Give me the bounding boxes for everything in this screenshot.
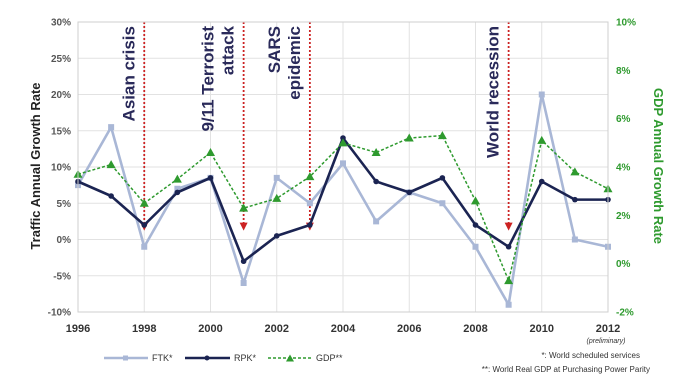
y-tick-label: 5% <box>57 199 72 210</box>
gdp-point <box>537 135 547 144</box>
legend-gdp-label: GDP** <box>316 353 343 363</box>
x-tick-label: 2004 <box>331 323 356 335</box>
ftk-point <box>472 243 479 250</box>
gdp-point <box>570 167 580 176</box>
x-tick-label: 2000 <box>198 323 222 335</box>
gdp-point <box>338 138 348 147</box>
annotation-label: epidemic <box>285 26 304 100</box>
y2-tick-label: 6% <box>616 114 631 125</box>
y-axis-title: Traffic Annual Growth Rate <box>28 82 43 249</box>
axes: -10% -5% 0% 5% 10% 15% 20% 25% 30% -2% 0% 2% 4% 6% 8% 1… <box>48 18 636 336</box>
y-tick-label: 0% <box>57 235 72 246</box>
annotation-arrow-head <box>504 222 513 231</box>
y-tick-label: 30% <box>51 18 71 29</box>
legend-rpk-marker <box>204 355 210 361</box>
annotation-3: World recession <box>484 22 513 231</box>
gdp-point <box>404 133 414 142</box>
series-gdp <box>73 131 613 285</box>
preliminary-note: (preliminary) <box>587 338 626 345</box>
y-tick-label: 10% <box>51 163 71 174</box>
ftk-point <box>373 218 380 225</box>
plot-frame <box>77 21 609 313</box>
ftk-point <box>571 236 578 243</box>
ftk-point <box>240 280 247 286</box>
y2-tick-label: -2% <box>616 308 634 319</box>
gdp-point <box>206 148 215 156</box>
annotation-arrow-head <box>239 222 248 231</box>
ftk-point <box>505 301 512 308</box>
ftk-point <box>538 91 545 98</box>
y2-tick-label: 0% <box>616 259 631 270</box>
gdp-point <box>471 196 480 205</box>
annotation-label: SARS <box>265 26 284 73</box>
annotation-1: 9/11 Terrorist attack <box>199 22 248 231</box>
x-tick-label: 1996 <box>66 323 90 335</box>
gdp-point <box>139 198 149 207</box>
footnote-world-gdp: **: World Real GDP at Purchasing Power P… <box>482 365 650 374</box>
ftk-point <box>141 243 148 250</box>
legend-gdp-marker <box>286 354 294 362</box>
legend-rpk-label: RPK* <box>234 353 257 363</box>
y-tick-label: 15% <box>51 126 71 137</box>
legend: FTK* RPK* GDP** <box>104 353 343 363</box>
x-tick-label: 2008 <box>463 323 487 335</box>
rpk-point <box>141 222 148 228</box>
rpk-point <box>572 196 578 203</box>
gdp-point <box>272 193 282 202</box>
footnote-world-services: *: World scheduled services <box>541 351 640 360</box>
gdp-point <box>504 276 514 285</box>
rpk-point <box>340 135 346 141</box>
ftk-point <box>306 200 313 207</box>
x-tick-label: 2012 <box>596 323 620 335</box>
data-series <box>73 91 613 308</box>
gdp-point <box>371 148 381 156</box>
gdp-point <box>172 174 182 183</box>
ftk-point <box>340 160 346 167</box>
rpk-point <box>307 222 313 228</box>
legend-ftk-marker <box>123 355 128 361</box>
series-rpk <box>75 135 611 265</box>
annotation-label: attack <box>219 25 238 75</box>
y2-axis-title: GDP Annual Growth Rate <box>651 88 666 244</box>
rpk-point <box>207 175 214 181</box>
rpk-point <box>273 233 280 239</box>
rpk-point <box>505 243 512 250</box>
y-tick-label: -10% <box>48 308 71 319</box>
rpk-point <box>108 193 114 199</box>
y2-tick-label: 2% <box>616 211 631 222</box>
ftk-point <box>174 185 181 192</box>
ftk-point <box>108 124 115 131</box>
ftk-point <box>439 200 446 207</box>
x-tick-label: 2002 <box>265 323 289 335</box>
rpk-point <box>439 175 446 181</box>
x-tick-label: 1998 <box>132 323 156 335</box>
rpk-point <box>174 189 181 196</box>
rpk-point <box>373 178 379 185</box>
event-annotations: Asian crisis 9/11 Terrorist attack SARS epid… <box>119 22 513 231</box>
annotation-2: SARS epidemic <box>265 22 314 231</box>
gdp-point <box>305 172 315 181</box>
rpk-point <box>538 178 545 185</box>
annotation-label: 9/11 Terrorist <box>199 26 218 132</box>
x-tick-label: 2010 <box>530 323 554 335</box>
rpk-point <box>240 258 247 265</box>
ftk-point <box>273 174 280 181</box>
y2-tick-label: 8% <box>616 66 631 77</box>
rpk-point <box>472 222 479 228</box>
gdp-point <box>239 203 249 212</box>
y2-tick-label: 4% <box>616 163 631 174</box>
y-tick-label: 25% <box>51 54 71 65</box>
y2-tick-label: 10% <box>616 18 636 29</box>
annotation-label: Asian crisis <box>119 26 138 121</box>
annotation-label: World recession <box>484 26 503 158</box>
y-tick-label: 20% <box>51 90 71 101</box>
rpk-point <box>406 189 413 196</box>
gdp-point <box>106 160 116 169</box>
y-tick-label: -5% <box>53 271 71 282</box>
gdp-point <box>437 131 447 140</box>
legend-ftk-label: FTK* <box>152 353 173 363</box>
x-tick-label: 2006 <box>397 323 421 335</box>
